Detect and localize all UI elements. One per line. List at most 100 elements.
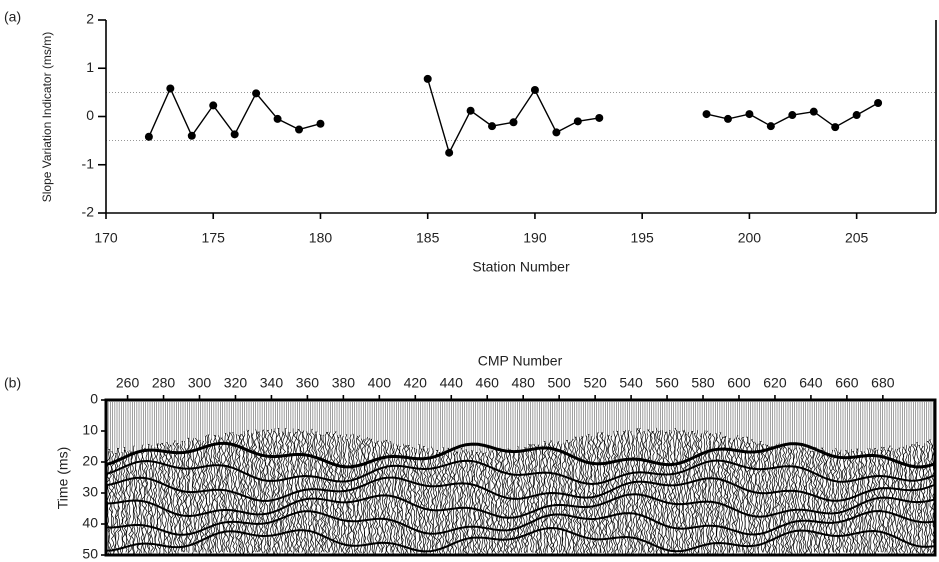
data-point (745, 110, 754, 119)
trace (291, 428, 295, 555)
trace (812, 446, 817, 553)
trace (907, 446, 911, 555)
trace (590, 436, 595, 554)
trace (308, 433, 313, 555)
y-tick-label: 30 (82, 484, 98, 500)
trace (915, 442, 920, 554)
trace (475, 452, 480, 555)
trace (493, 448, 497, 554)
trace (539, 445, 544, 554)
trace (918, 445, 922, 554)
trace (816, 452, 821, 555)
trace (486, 448, 491, 554)
trace (726, 438, 731, 553)
trace (781, 446, 786, 555)
trace (610, 435, 614, 554)
trace (629, 431, 634, 555)
trace (588, 439, 592, 554)
trace (346, 438, 350, 554)
trace (680, 430, 685, 555)
data-point (788, 111, 797, 120)
trace (405, 445, 410, 555)
trace (370, 438, 375, 554)
trace (198, 440, 203, 555)
x-tick-label: 580 (691, 375, 715, 391)
data-point (552, 128, 561, 137)
trace (365, 437, 370, 555)
trace (251, 432, 256, 554)
trace (178, 444, 183, 553)
trace (623, 430, 628, 554)
trace (876, 449, 880, 553)
trace (555, 442, 559, 555)
trace (392, 443, 396, 555)
trace (678, 431, 682, 555)
y-tick-label: 2 (86, 11, 94, 27)
trace (667, 430, 671, 554)
trace (181, 440, 185, 553)
trace (665, 431, 669, 555)
trace (330, 434, 335, 555)
trace (682, 429, 687, 554)
reflector (106, 493, 935, 519)
trace (445, 450, 449, 554)
trace (533, 444, 537, 553)
trace (638, 428, 643, 555)
trace (535, 446, 540, 555)
trace (724, 436, 729, 554)
trace (165, 442, 170, 554)
trace (931, 444, 935, 554)
trace (264, 433, 269, 555)
trace (434, 450, 438, 553)
trace (414, 449, 419, 555)
data-point (466, 106, 475, 115)
trace (612, 430, 616, 555)
data-point (509, 118, 518, 127)
trace (874, 448, 878, 554)
trace (583, 435, 588, 554)
trace (656, 431, 660, 555)
trace (159, 444, 163, 553)
trace (660, 430, 665, 554)
data-point (423, 74, 432, 83)
trace (185, 437, 190, 553)
data-point (445, 148, 454, 157)
trace (757, 442, 762, 555)
trace (865, 448, 870, 554)
trace (412, 447, 416, 554)
trace (599, 432, 603, 554)
x-tick-label: 200 (738, 230, 762, 246)
x-tick-label: 260 (116, 375, 140, 391)
trace (168, 444, 172, 554)
trace (658, 430, 663, 554)
data-point (831, 123, 840, 132)
trace (117, 447, 122, 554)
trace (110, 451, 115, 554)
y-tick-label: 50 (82, 546, 98, 562)
seismic-section (106, 402, 935, 555)
trace (640, 432, 645, 553)
trace (163, 444, 168, 553)
trace (654, 427, 658, 555)
trace (427, 450, 432, 554)
trace (440, 447, 445, 553)
trace (473, 452, 478, 555)
trace (385, 442, 390, 555)
trace (651, 431, 656, 555)
trace (211, 435, 216, 553)
x-tick-label: 480 (512, 375, 536, 391)
trace (836, 452, 841, 555)
data-point (530, 85, 539, 94)
trace (581, 436, 586, 555)
trace (156, 443, 161, 555)
y-tick-label: 10 (82, 422, 98, 438)
trace (693, 432, 698, 554)
data-point (230, 130, 239, 139)
trace (484, 452, 489, 555)
trace (282, 433, 287, 554)
trace (497, 447, 502, 554)
trace (464, 449, 469, 555)
y-tick-label: 0 (86, 107, 94, 123)
trace (768, 446, 773, 555)
trace (755, 443, 760, 553)
